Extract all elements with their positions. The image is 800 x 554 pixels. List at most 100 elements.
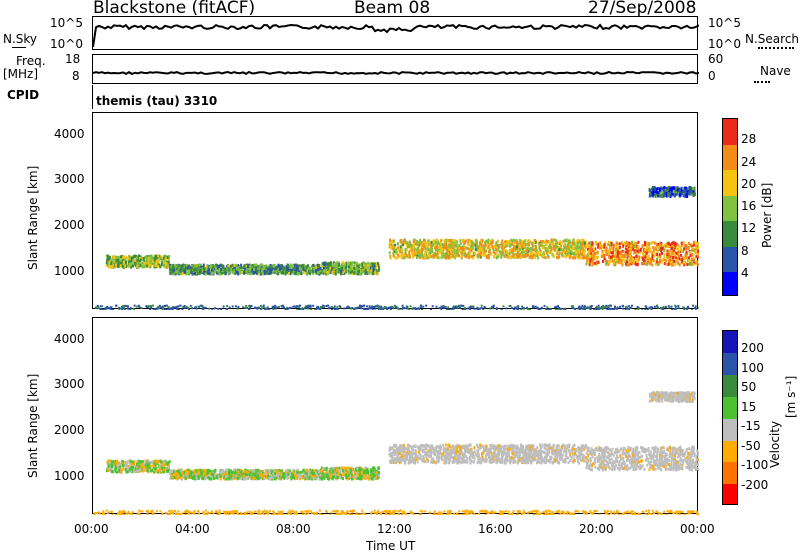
echo-cell	[169, 307, 172, 310]
echo-cell	[403, 307, 406, 310]
echo-cell	[130, 462, 133, 466]
echo-cell	[169, 473, 172, 477]
echo-cell	[183, 265, 186, 269]
echo-cell	[504, 245, 507, 248]
echo-cell	[263, 307, 266, 310]
echo-cell	[201, 267, 204, 271]
echo-cell	[585, 243, 588, 246]
echo-cell	[455, 251, 458, 255]
echo-cell	[530, 251, 533, 255]
echo-cell	[693, 248, 696, 252]
echo-cell	[541, 244, 544, 248]
echo-cell	[145, 465, 148, 469]
echo-cell	[158, 304, 161, 307]
echo-cell	[111, 470, 114, 474]
echo-cell	[601, 252, 604, 256]
nsky-label: N.Sky	[3, 32, 38, 46]
echo-cell	[400, 241, 403, 245]
echo-cell	[622, 253, 625, 257]
echo-cell	[425, 246, 428, 250]
echo-cell	[163, 468, 166, 472]
echo-cell	[152, 464, 155, 468]
echo-cell	[174, 264, 177, 268]
echo-cell	[683, 308, 686, 310]
echo-cell	[570, 247, 573, 251]
echo-cell	[414, 253, 417, 257]
echo-cell	[655, 248, 658, 252]
echo-cell	[436, 241, 439, 245]
echo-cell	[685, 256, 688, 260]
echo-cell	[107, 463, 110, 467]
echo-cell	[583, 241, 586, 245]
echo-cell	[454, 305, 457, 308]
echo-cell	[331, 270, 334, 274]
echo-cell	[327, 264, 330, 268]
echo-cell	[612, 245, 615, 249]
echo-cell	[508, 240, 511, 243]
echo-cell	[541, 240, 544, 244]
echo-cell	[422, 305, 425, 308]
echo-cell	[648, 247, 651, 251]
echo-cell	[351, 269, 354, 273]
echo-cell	[646, 308, 649, 310]
echo-cell	[433, 241, 436, 245]
echo-cell	[236, 307, 239, 310]
echo-cell	[435, 305, 438, 308]
echo-cell	[666, 249, 669, 253]
echo-cell	[567, 253, 570, 257]
echo-cell	[248, 265, 251, 269]
echo-cell	[204, 272, 207, 276]
echo-cell	[646, 244, 649, 248]
echo-cell	[306, 265, 309, 269]
echo-cell	[491, 246, 494, 250]
echo-cell	[216, 271, 219, 275]
echo-cell	[394, 304, 396, 307]
echo-cell	[211, 268, 213, 272]
echo-cell	[132, 462, 135, 466]
echo-cell	[575, 240, 578, 244]
echo-cell	[446, 308, 449, 310]
echo-cell	[317, 307, 320, 310]
nsky-tick-bottom: 10^0	[50, 37, 83, 51]
echo-cell	[651, 306, 654, 309]
echo-cell	[372, 270, 375, 274]
echo-cell	[493, 245, 496, 249]
echo-cell	[260, 309, 263, 310]
echo-cell	[476, 306, 479, 309]
echo-cell	[374, 307, 377, 310]
echo-cell	[660, 260, 663, 264]
echo-cell	[501, 246, 503, 250]
echo-cell	[343, 272, 346, 275]
echo-cell	[119, 255, 122, 259]
echo-cell	[284, 308, 287, 310]
echo-cell	[620, 241, 623, 245]
echo-cell	[485, 239, 488, 243]
echo-cell	[498, 250, 501, 254]
echo-cell	[585, 262, 588, 266]
echo-cell	[504, 249, 507, 253]
echo-cell	[690, 262, 693, 266]
echo-cell	[471, 244, 474, 248]
echo-cell	[474, 248, 477, 252]
echo-cell	[505, 240, 508, 244]
echo-cell	[663, 256, 666, 260]
echo-cell	[491, 305, 494, 308]
echo-cell	[229, 266, 232, 270]
echo-cell	[693, 188, 696, 192]
echo-cell	[550, 246, 553, 250]
echo-cell	[151, 262, 154, 266]
echo-cell	[618, 245, 621, 249]
echo-cell	[157, 305, 160, 308]
echo-cell	[141, 469, 144, 473]
echo-cell	[107, 261, 110, 265]
echo-cell	[658, 253, 661, 257]
echo-cell	[165, 265, 168, 269]
echo-cell	[310, 308, 313, 310]
echo-cell	[665, 259, 668, 263]
echo-cell	[283, 266, 286, 270]
echo-cell	[527, 239, 530, 243]
echo-cell	[560, 248, 562, 252]
echo-cell	[404, 250, 407, 253]
echo-cell	[226, 305, 229, 307]
echo-cell	[430, 245, 433, 249]
